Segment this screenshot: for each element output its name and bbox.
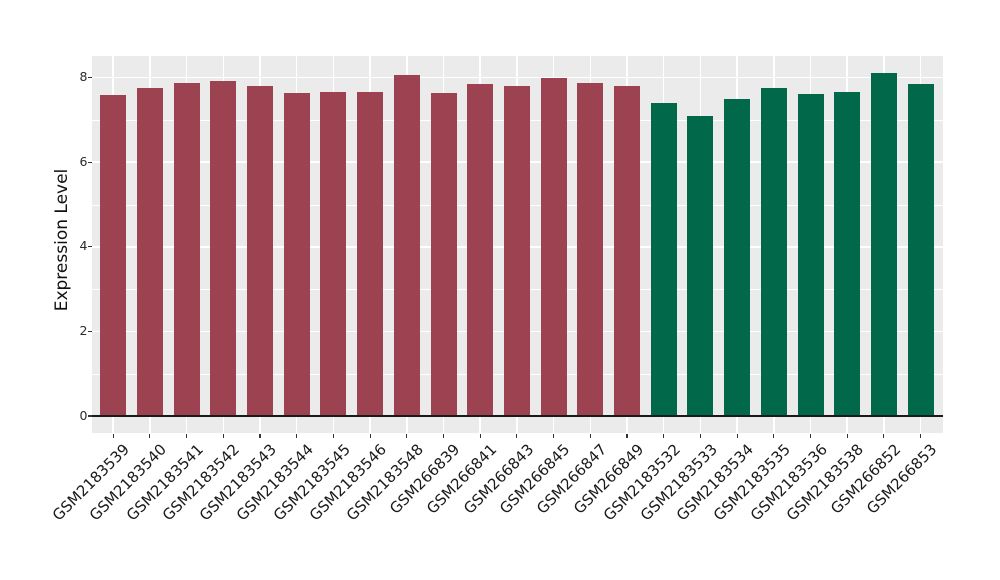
x-tick-mark-GSM2183543: [259, 433, 261, 438]
x-tick-mark-GSM266841: [479, 433, 481, 438]
x-tick-mark-GSM266845: [553, 433, 555, 438]
x-tick-mark-GSM266843: [516, 433, 518, 438]
x-tick-mark-GSM2183539: [112, 433, 114, 438]
bar-GSM266847: [577, 83, 604, 416]
bar-GSM266845: [540, 78, 567, 416]
bar-GSM266843: [503, 85, 530, 416]
x-tick-mark-GSM2183542: [222, 433, 224, 438]
plot-panel: [92, 56, 943, 433]
x-tick-mark-GSM2183544: [296, 433, 298, 438]
y-tick-mark-0: [88, 415, 93, 417]
y-tick-mark-8: [88, 77, 93, 79]
bar-GSM2183540: [136, 88, 163, 416]
bar-GSM2183543: [247, 85, 273, 416]
bar-GSM2183532: [650, 102, 677, 416]
x-tick-mark-GSM2183538: [846, 433, 848, 438]
y-tick-label-2: 2: [79, 322, 88, 338]
y-tick-mark-2: [88, 330, 93, 332]
x-tick-mark-GSM2183541: [186, 433, 188, 438]
y-tick-label-8: 8: [79, 69, 88, 85]
y-tick-mark-6: [88, 161, 93, 163]
x-tick-mark-GSM2183548: [406, 433, 408, 438]
x-tick-mark-GSM2183546: [369, 433, 371, 438]
bar-GSM266841: [467, 84, 494, 416]
x-tick-mark-GSM266847: [589, 433, 591, 438]
bar-GSM2183544: [283, 93, 310, 416]
x-tick-mark-GSM2183535: [773, 433, 775, 438]
x-tick-mark-GSM2183532: [663, 433, 665, 438]
bar-GSM2183542: [210, 80, 237, 416]
bar-GSM2183536: [797, 93, 824, 416]
bar-GSM2183541: [173, 83, 200, 416]
x-tick-mark-GSM2183545: [332, 433, 334, 438]
bar-GSM266852: [870, 72, 897, 416]
x-tick-mark-GSM2183540: [149, 433, 151, 438]
bar-GSM2183548: [393, 75, 420, 416]
bar-GSM266839: [430, 92, 457, 416]
x-tick-mark-GSM2183536: [809, 433, 812, 438]
bar-GSM2183539: [100, 94, 127, 416]
bar-GSM2183545: [320, 91, 347, 416]
x-tick-mark-GSM266839: [442, 433, 445, 438]
bar-GSM2183538: [834, 91, 861, 416]
y-tick-label-6: 6: [79, 153, 88, 169]
zero-baseline: [92, 415, 943, 417]
bar-GSM2183534: [724, 99, 751, 416]
y-tick-mark-4: [88, 246, 93, 248]
bar-GSM2183533: [687, 115, 714, 416]
y-tick-label-4: 4: [79, 238, 88, 254]
x-tick-mark-GSM266849: [626, 433, 628, 438]
x-tick-mark-GSM266853: [920, 433, 922, 438]
x-tick-mark-GSM2183533: [699, 433, 701, 438]
bar-GSM2183535: [760, 88, 787, 416]
y-tick-label-0: 0: [79, 407, 88, 423]
x-tick-mark-GSM266852: [883, 433, 885, 438]
bar-GSM266849: [614, 85, 640, 416]
x-tick-mark-GSM2183534: [736, 433, 738, 438]
bar-GSM266853: [907, 83, 934, 416]
bar-GSM2183546: [357, 91, 384, 416]
